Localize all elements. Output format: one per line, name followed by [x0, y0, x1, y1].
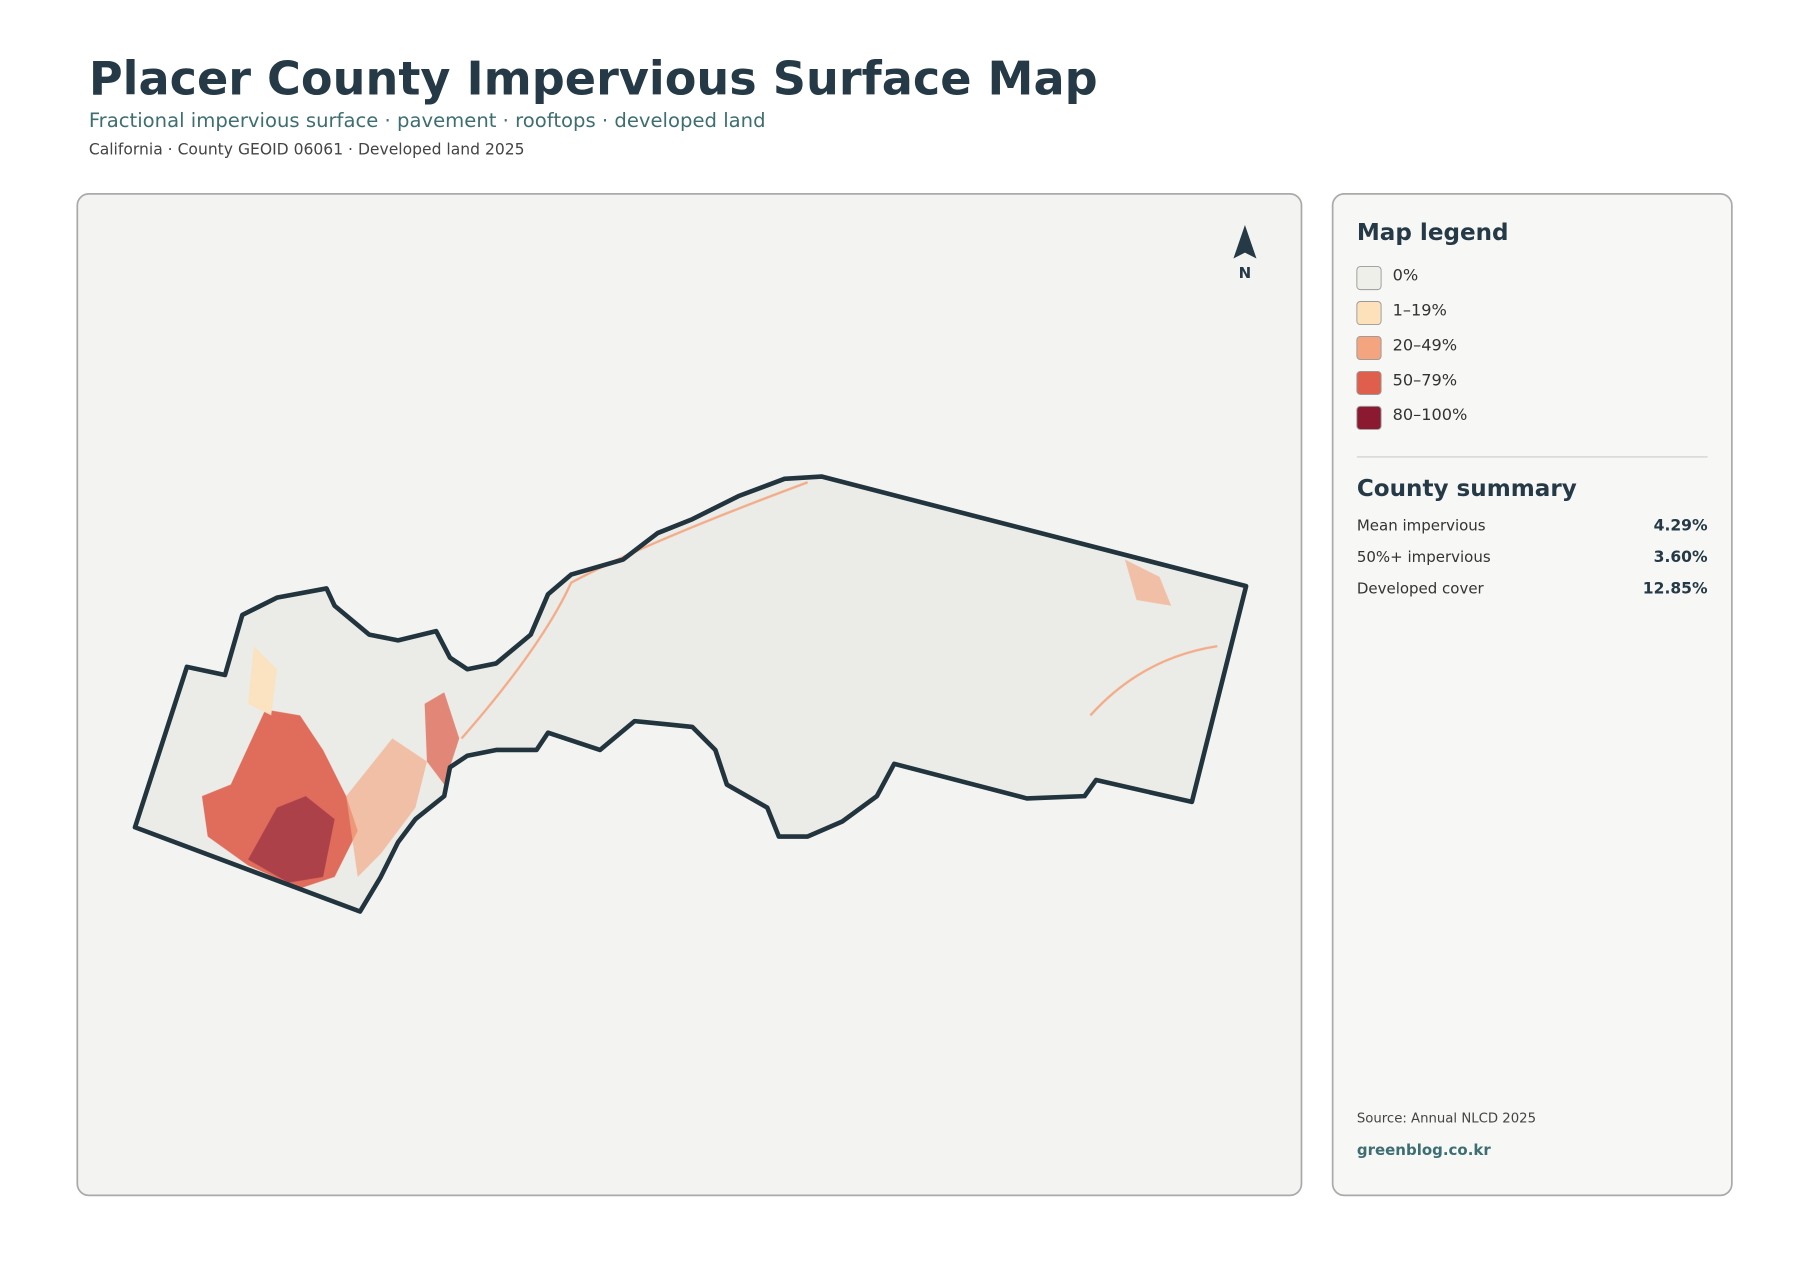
urban-core: [248, 796, 335, 883]
summary-value: 12.85%: [1643, 580, 1708, 598]
legend-swatch: [1356, 266, 1382, 291]
legend-swatch: [1356, 405, 1382, 430]
title: Placer County Impervious Surface Map: [89, 52, 1098, 106]
legend-label: 0%: [1393, 265, 1419, 284]
meta: California · County GEOID 06061 · Develo…: [89, 141, 525, 159]
source: Source: Annual NLCD 2025: [1357, 1112, 1536, 1127]
summary-value: 4.29%: [1654, 517, 1708, 535]
summary-label: 50%+ impervious: [1357, 548, 1491, 566]
legend-swatch: [1356, 370, 1382, 395]
summary-title: County summary: [1357, 476, 1577, 502]
developed-areas: [201, 481, 1218, 889]
north-arrow: [1233, 224, 1257, 259]
summary-value: 3.60%: [1654, 548, 1708, 566]
legend-label: 80–100%: [1393, 405, 1468, 424]
corridor: [460, 481, 809, 740]
subtitle: Fractional impervious surface · pavement…: [89, 109, 766, 132]
legend-panel: [1331, 192, 1733, 1197]
county-outline: [132, 474, 1249, 914]
legend-items: 0% 1–19% 20–49% 50–79% 80–100%: [1356, 265, 1468, 430]
legend-swatch: [1356, 335, 1382, 360]
summary-label: Mean impervious: [1357, 517, 1486, 535]
north-label: N: [1239, 264, 1252, 282]
suburb: [346, 738, 427, 877]
legend-swatch: [1356, 301, 1382, 326]
legend-label: 1–19%: [1393, 300, 1447, 319]
legend-label: 50–79%: [1393, 370, 1457, 389]
lake-area: [1124, 559, 1172, 606]
layout: Placer County Impervious Surface Map Fra…: [76, 52, 1733, 1197]
brand: greenblog.co.kr: [1357, 1141, 1492, 1159]
summary-rows: Mean impervious 4.29% 50%+ impervious 3.60%…: [1357, 517, 1708, 598]
rural-dev: [248, 646, 277, 716]
town: [424, 692, 460, 785]
summary-label: Developed cover: [1357, 580, 1485, 598]
legend-label: 20–49%: [1393, 335, 1457, 354]
legend-title: Map legend: [1357, 220, 1509, 246]
corridor: [1089, 644, 1218, 717]
